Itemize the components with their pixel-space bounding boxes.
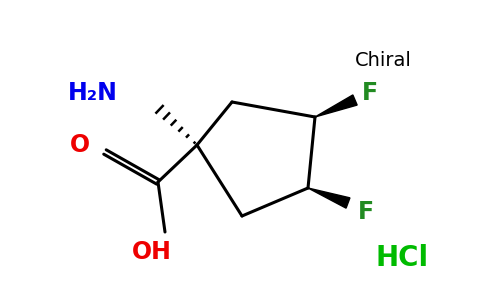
Text: F: F xyxy=(362,81,378,105)
Polygon shape xyxy=(308,188,350,208)
Text: HCl: HCl xyxy=(375,244,428,272)
Text: OH: OH xyxy=(132,240,172,264)
Text: Chiral: Chiral xyxy=(355,50,412,70)
Text: F: F xyxy=(358,200,374,224)
Text: O: O xyxy=(70,133,90,157)
Text: H₂N: H₂N xyxy=(68,81,118,105)
Polygon shape xyxy=(315,95,357,117)
